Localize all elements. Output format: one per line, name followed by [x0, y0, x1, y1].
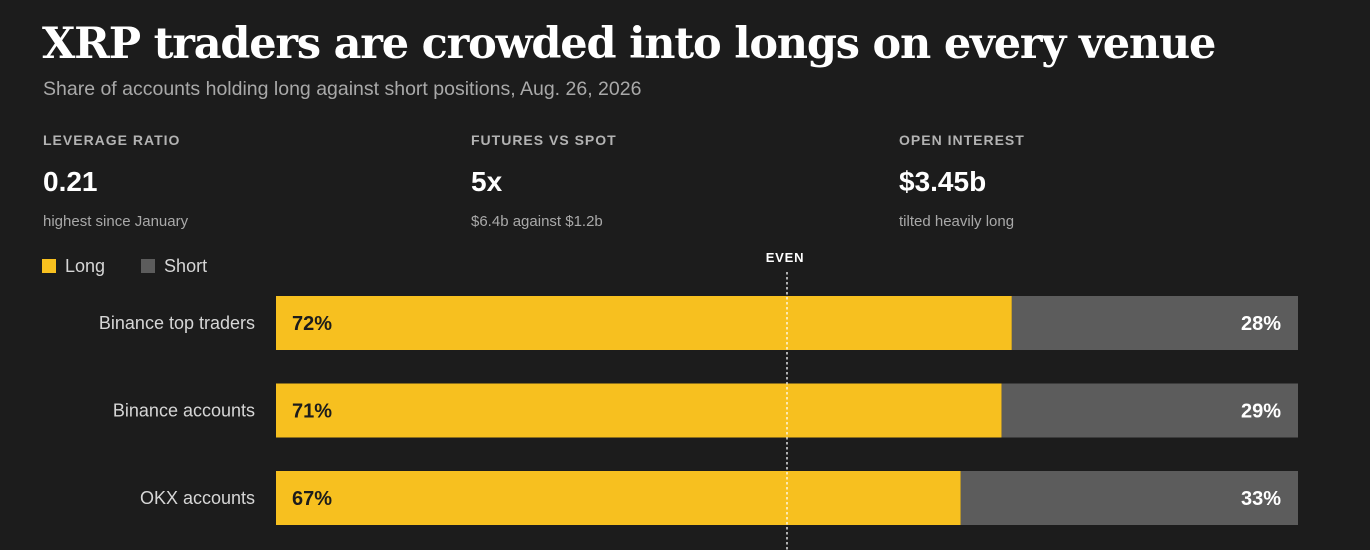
bar-long	[276, 296, 1012, 350]
stat-label: OPEN INTEREST	[899, 132, 1025, 148]
stat-futures-vs-spot: FUTURES VS SPOT 5x $6.4b against $1.2b	[471, 130, 871, 232]
chart-title: XRP traders are crowded into longs on ev…	[42, 19, 1216, 69]
stat-open-interest: OPEN INTEREST $3.45b tilted heavily long	[899, 130, 1299, 232]
data-label-long: 72%	[292, 313, 332, 335]
category-label: OKX accounts	[140, 488, 255, 508]
bar-short	[960, 471, 1298, 525]
data-label-long: 67%	[292, 488, 332, 510]
stat-leverage-ratio: LEVERAGE RATIO 0.21 highest since Januar…	[43, 130, 443, 232]
chart-legend: Long Short	[42, 255, 243, 277]
bar-short	[1001, 383, 1298, 438]
legend-item-short: Short	[141, 255, 207, 277]
legend-swatch-short	[141, 259, 156, 273]
stat-value: $3.45b	[899, 166, 987, 197]
stat-note: $6.4b against $1.2b	[471, 213, 603, 230]
stat-value: 5x	[471, 166, 503, 197]
chart-subtitle: Share of accounts holding long against s…	[43, 78, 642, 100]
category-label: Binance top traders	[99, 313, 255, 333]
bar-long	[276, 383, 1002, 438]
legend-label-long: Long	[65, 256, 106, 276]
legend-item-long: Long	[42, 255, 105, 277]
even-reference-label: EVEN	[766, 250, 805, 265]
data-label-short: 28%	[1241, 313, 1281, 335]
legend-label-short: Short	[164, 256, 208, 276]
data-label-short: 33%	[1241, 488, 1281, 510]
category-label: Binance accounts	[113, 401, 255, 421]
stat-note: highest since January	[43, 213, 189, 230]
bar-long	[276, 471, 961, 525]
legend-swatch-long	[42, 259, 56, 273]
data-label-long: 71%	[292, 401, 332, 423]
stat-value: 0.21	[43, 166, 98, 197]
data-label-short: 29%	[1241, 401, 1281, 423]
bar-short	[1011, 296, 1298, 350]
stat-note: tilted heavily long	[899, 213, 1015, 230]
stat-label: LEVERAGE RATIO	[43, 132, 181, 148]
stat-label: FUTURES VS SPOT	[471, 132, 617, 148]
